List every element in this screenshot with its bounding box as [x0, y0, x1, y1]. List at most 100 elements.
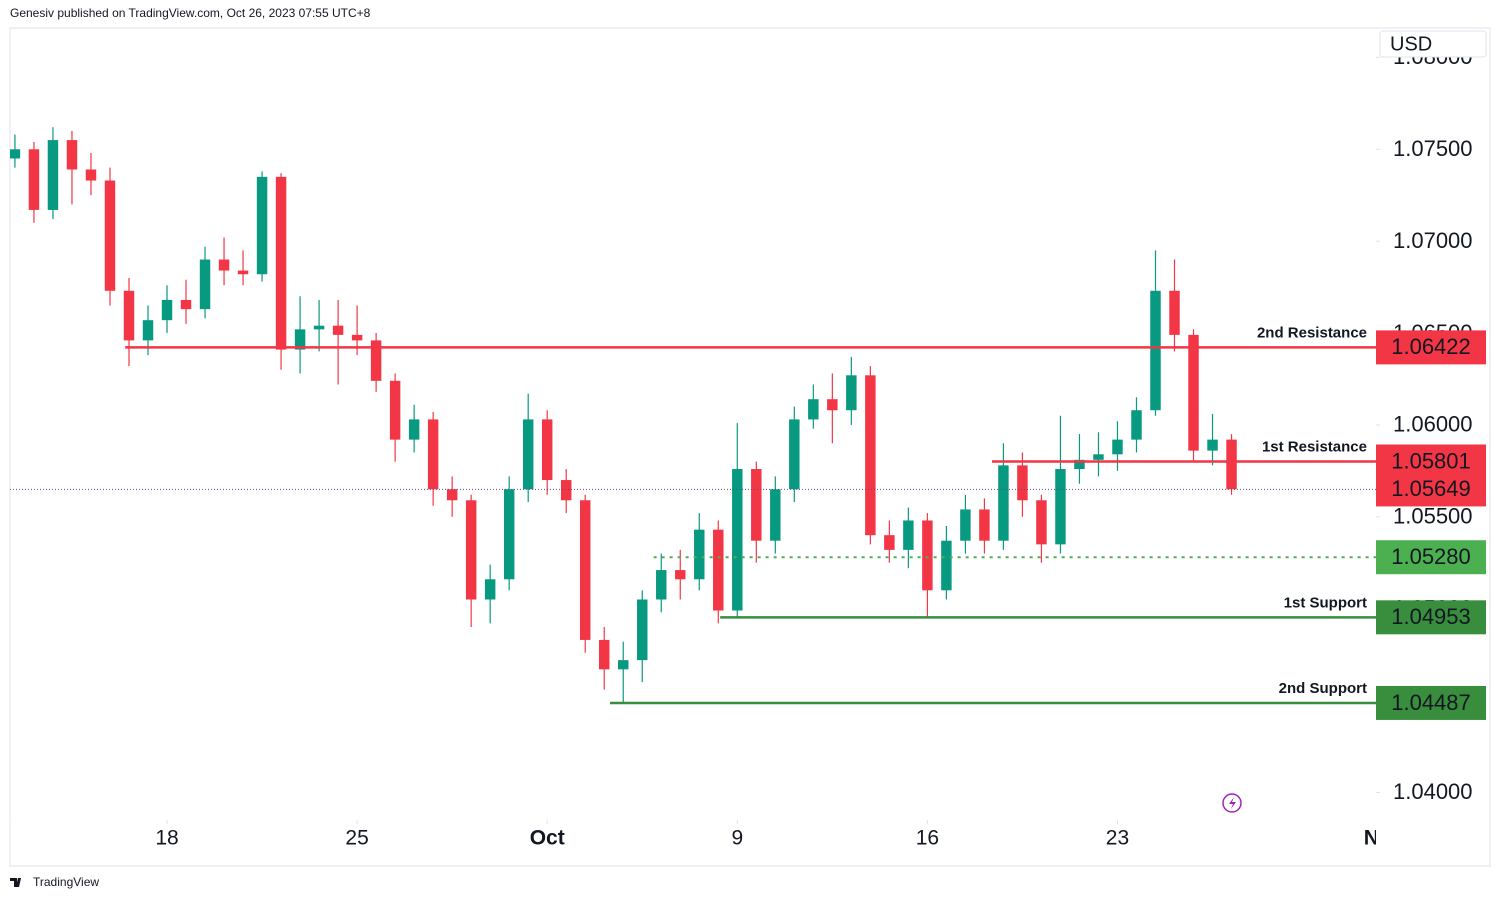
- y-tick-label: 1.04000: [1393, 779, 1473, 804]
- candle-body: [1150, 290, 1161, 411]
- price-label: 1.05801: [1391, 448, 1471, 473]
- candle-body: [28, 149, 40, 210]
- candle-body: [560, 480, 572, 501]
- candle-body: [865, 375, 876, 536]
- candle-body: [884, 535, 895, 550]
- candle-body: [47, 140, 59, 210]
- candle-body: [1188, 334, 1199, 451]
- currency[interactable]: USD: [1390, 33, 1432, 55]
- candle-body: [694, 529, 705, 580]
- candle-body: [66, 140, 78, 170]
- candle-body: [941, 540, 952, 591]
- price-label: 1.06422: [1391, 334, 1471, 359]
- candle-body: [1017, 465, 1028, 501]
- candle-body: [370, 340, 382, 381]
- candle-body: [85, 169, 97, 181]
- candle-body: [465, 500, 477, 600]
- candle-body: [960, 509, 971, 541]
- candle-body: [408, 419, 420, 440]
- candle-body: [1036, 500, 1047, 545]
- candle-body: [161, 299, 173, 321]
- currency-box[interactable]: [1379, 30, 1487, 58]
- candle-body: [903, 520, 914, 550]
- price-label-box: [1376, 540, 1486, 575]
- price-label-box: [1376, 600, 1486, 635]
- price-label: 1.04953: [1391, 604, 1471, 629]
- y-tick-label: 1.07500: [1393, 136, 1473, 161]
- x-tick-label: 23: [1106, 827, 1129, 850]
- candle-body: [770, 489, 781, 541]
- x-tick-label: Nov: [1364, 827, 1404, 850]
- candle-body: [10, 149, 21, 159]
- candle-body: [1074, 459, 1085, 470]
- candle-body: [998, 465, 1009, 541]
- candle-body: [922, 520, 933, 591]
- candle-body: [1112, 439, 1123, 455]
- candle-body: [313, 325, 325, 330]
- candle-body: [180, 299, 192, 310]
- price-label-box: [1376, 330, 1486, 365]
- candle-body: [389, 380, 401, 440]
- candle-body: [123, 290, 135, 341]
- lightning-icon[interactable]: [1222, 793, 1242, 813]
- candle-body: [142, 320, 154, 341]
- candle-body: [656, 570, 667, 600]
- candle-body: [503, 489, 515, 580]
- candle-body: [1207, 439, 1218, 451]
- candle-body: [1226, 439, 1237, 490]
- x-tick-label: 16: [916, 827, 939, 850]
- candle-body: [579, 500, 591, 640]
- candle-body: [446, 489, 458, 501]
- frame: [9, 27, 1491, 867]
- candle-body: [237, 270, 249, 275]
- y-tick-label: 1.07000: [1393, 228, 1473, 253]
- candle-body: [256, 176, 268, 275]
- candle-body: [827, 399, 838, 411]
- candle-body: [675, 570, 686, 580]
- price-label: 1.04487: [1391, 690, 1471, 715]
- candle-body: [618, 660, 629, 670]
- candle-body: [979, 509, 990, 541]
- candle-body: [275, 176, 287, 350]
- candle-body: [427, 419, 439, 490]
- candle-body: [218, 259, 230, 271]
- candle-body: [1131, 410, 1142, 440]
- price-label-box: [1376, 685, 1486, 720]
- candle-body: [294, 329, 306, 350]
- candle-body: [713, 529, 724, 611]
- candle-body: [1093, 454, 1104, 460]
- price-label-box: [1376, 472, 1486, 507]
- level-name: 1st Resistance: [1262, 438, 1367, 455]
- candle-body: [808, 399, 819, 420]
- candle-body: [846, 375, 857, 411]
- candle-body: [751, 469, 762, 541]
- y-tick-label: 1.05500: [1393, 504, 1473, 529]
- x-tick-label: 25: [345, 827, 368, 850]
- plot: [10, 127, 1376, 705]
- y-tick-label: 1.06000: [1393, 412, 1473, 437]
- price-label: 1.05280: [1391, 544, 1471, 569]
- candle-body: [541, 419, 553, 481]
- level-name: 2nd Support: [1279, 680, 1367, 697]
- candle-body: [1169, 290, 1180, 335]
- x-tick-label: Oct: [530, 827, 565, 850]
- footer: TradingView: [33, 875, 99, 889]
- x-tick-label: 18: [155, 827, 178, 850]
- level-name: 2nd Resistance: [1257, 324, 1367, 341]
- price-label: 1.05649: [1391, 476, 1471, 501]
- candle-body: [598, 639, 610, 670]
- time-axis: 18 25 Oct 9 16 23 Nov: [155, 820, 1404, 850]
- footer-logo: [10, 878, 21, 887]
- overlay: 2nd Resistance 1st Resistance 1st Support 2…: [1257, 324, 1486, 720]
- candle-body: [522, 419, 534, 490]
- candle-body: [1055, 469, 1066, 545]
- candle-body: [332, 325, 344, 335]
- candle-body: [199, 259, 211, 310]
- candle-body: [732, 469, 743, 611]
- x-tick-label: 9: [731, 827, 743, 850]
- header: Genesiv published on TradingView.com, Oc…: [10, 6, 371, 20]
- candle-body: [351, 334, 363, 341]
- candle-body: [104, 180, 116, 291]
- candle-body: [637, 599, 648, 661]
